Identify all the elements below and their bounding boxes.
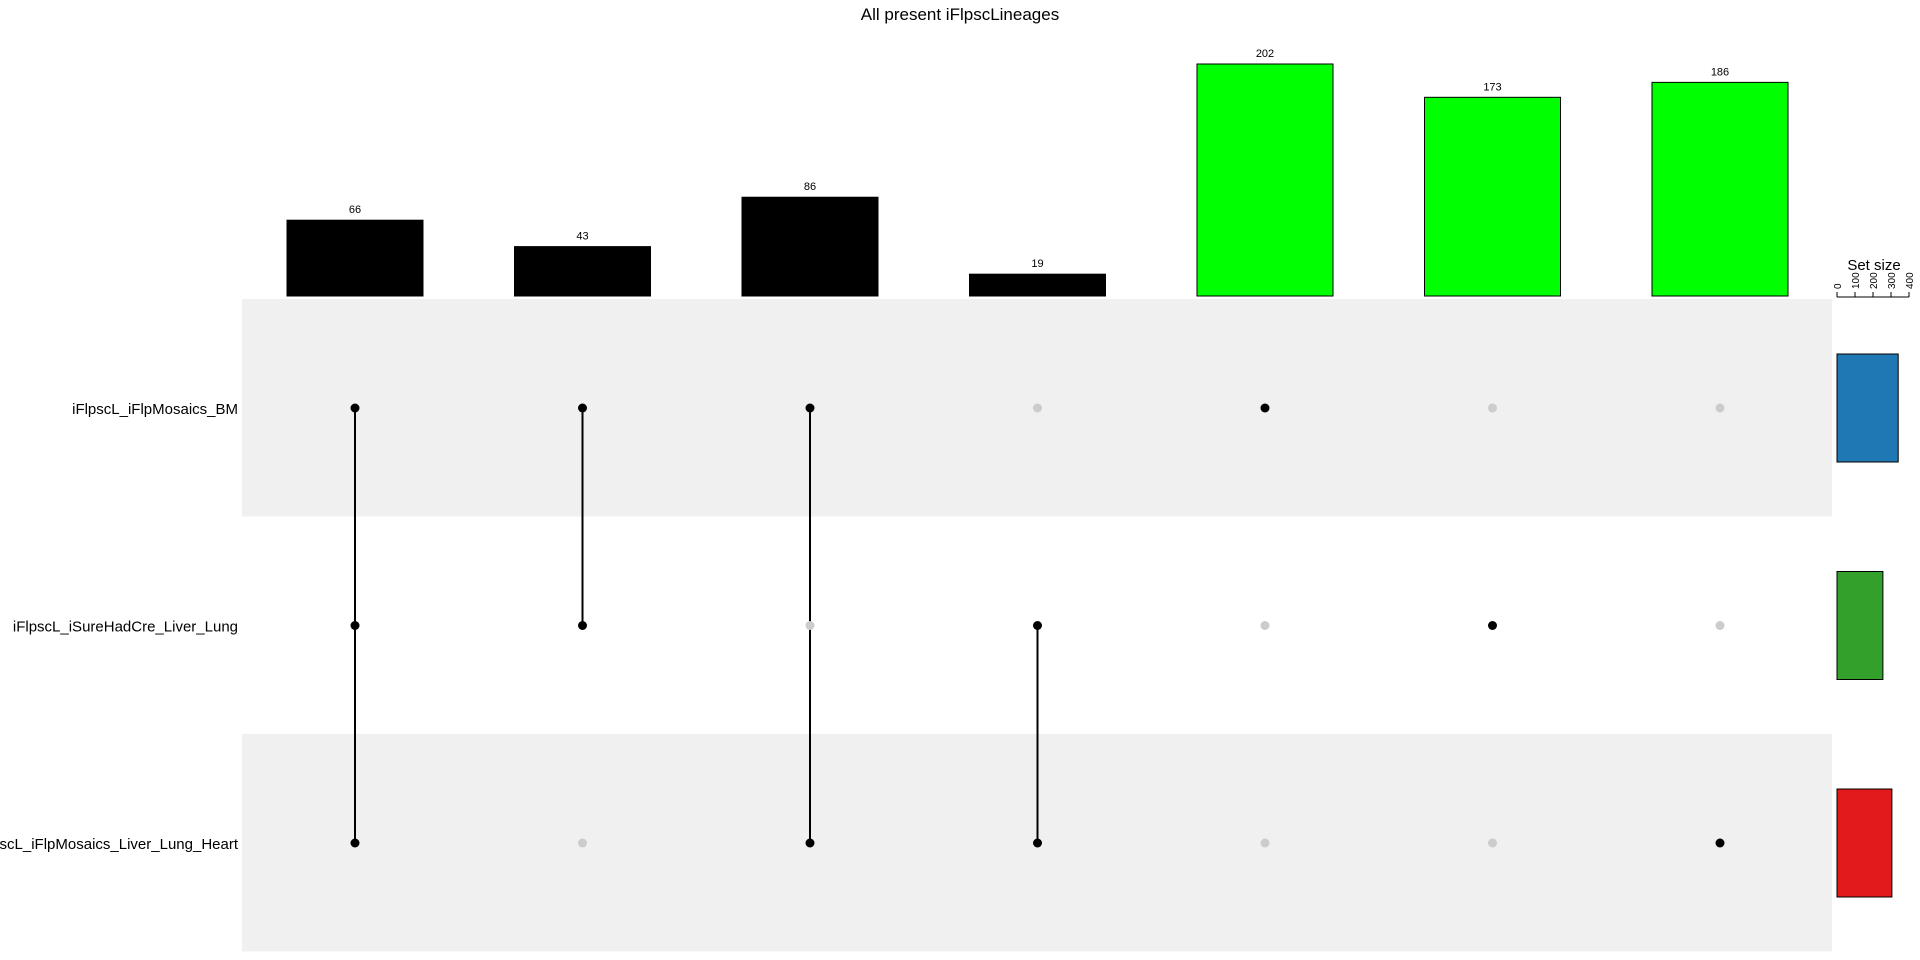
intersection-bar: [286, 219, 424, 297]
bar-value-label: 66: [349, 204, 361, 216]
set-label: iFlpscL_iFlpMosaics_BM: [72, 401, 238, 418]
set-size-bars: [1836, 353, 1899, 898]
matrix-dot-inactive: [1488, 838, 1497, 848]
matrix-dot-active: [350, 403, 360, 413]
set-size-bar: [1836, 571, 1884, 680]
intersection-bar: [969, 273, 1106, 297]
matrix-dot-inactive: [1260, 621, 1270, 630]
set-label: iFlpscL_iSureHadCre_Liver_Lung: [13, 619, 238, 636]
intersection-bar: [741, 196, 879, 297]
set-size-tick-label: 0: [1833, 283, 1844, 289]
chart-title: All present iFlpscLineages: [861, 5, 1059, 24]
bar-value-label: 186: [1711, 66, 1729, 78]
matrix-dot-active: [350, 621, 360, 630]
matrix-dot-active: [1715, 838, 1725, 848]
matrix-dot-inactive: [1033, 403, 1042, 413]
bar-value-label: 173: [1483, 81, 1501, 93]
set-size-tick-label: 300: [1887, 272, 1898, 289]
intersection-bar: [514, 246, 651, 297]
bar-value-label: 202: [1256, 48, 1274, 60]
matrix-dot-active: [1260, 403, 1270, 413]
set-size-tick-label: 200: [1869, 272, 1880, 289]
matrix-dot-inactive: [805, 621, 815, 630]
set-size-axis: Set size 0 100 200 300 400: [1833, 257, 1916, 298]
matrix-dot-inactive: [1260, 838, 1270, 848]
set-label: iFlpscL_iFlpMosaics_Liver_Lung_Heart: [0, 836, 239, 853]
set-size-axis-title: Set size: [1847, 257, 1900, 274]
matrix-dot-inactive: [578, 838, 587, 848]
matrix-dot-inactive: [1488, 403, 1497, 413]
set-name-labels: iFlpscL_iFlpMosaics_BM iFlpscL_iSureHadCr…: [0, 401, 239, 853]
set-size-bar: [1836, 353, 1899, 463]
set-size-tick-label: 100: [1851, 272, 1862, 289]
bar-value-label: 86: [804, 181, 816, 193]
matrix-dot-active: [578, 621, 587, 630]
bar-value-label: 19: [1031, 258, 1043, 270]
intersection-bar: [1651, 81, 1789, 297]
set-size-bar: [1836, 788, 1893, 898]
intersection-bars: [286, 63, 1789, 297]
intersection-bar: [1196, 63, 1334, 297]
set-size-tick-label: 400: [1905, 272, 1916, 289]
matrix-dot-active: [805, 838, 815, 848]
matrix-dot-active: [805, 403, 815, 413]
matrix-dot-inactive: [1715, 621, 1725, 630]
matrix-dot-active: [350, 838, 360, 848]
bar-value-label: 43: [576, 231, 588, 243]
matrix-dot-active: [1033, 621, 1042, 630]
intersection-bar: [1424, 96, 1561, 297]
matrix-dot-active: [1488, 621, 1497, 630]
matrix-dot-inactive: [1715, 403, 1725, 413]
matrix-dot-active: [578, 403, 587, 413]
bar-value-labels: 66 43 86 19 202 173 186: [349, 48, 1729, 270]
matrix-dot-active: [1033, 838, 1042, 848]
matrix-dots: [350, 403, 1725, 848]
